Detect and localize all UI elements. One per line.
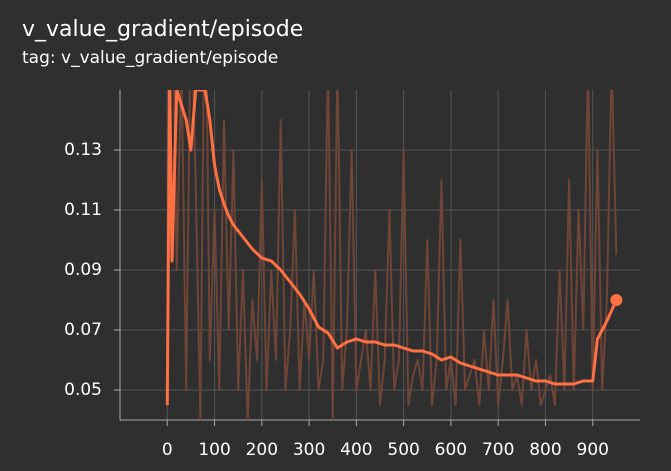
x-tick-label: 400 (340, 440, 372, 460)
x-tick-label: 700 (482, 440, 514, 460)
x-tick-label: 300 (293, 440, 325, 460)
x-tick-label: 600 (435, 440, 467, 460)
chart-subtitle: tag: v_value_gradient/episode (22, 48, 278, 68)
y-tick-label: 0.07 (64, 320, 102, 340)
x-tick-label: 200 (246, 440, 278, 460)
chart-title: v_value_gradient/episode (22, 17, 303, 42)
x-tick-label: 800 (529, 440, 561, 460)
series-line (166, 90, 618, 420)
y-tick-label: 0.09 (64, 260, 102, 280)
plot-area (165, 90, 623, 420)
y-tick-label: 0.13 (64, 140, 102, 160)
y-tick-label: 0.11 (64, 200, 102, 220)
series-line (165, 90, 618, 406)
x-tick-label: 100 (198, 440, 230, 460)
x-tick-label: 900 (577, 440, 609, 460)
y-tick-label: 0.05 (64, 380, 102, 400)
x-tick-label: 0 (162, 440, 173, 460)
last-point (610, 294, 623, 306)
x-tick-label: 500 (387, 440, 419, 460)
